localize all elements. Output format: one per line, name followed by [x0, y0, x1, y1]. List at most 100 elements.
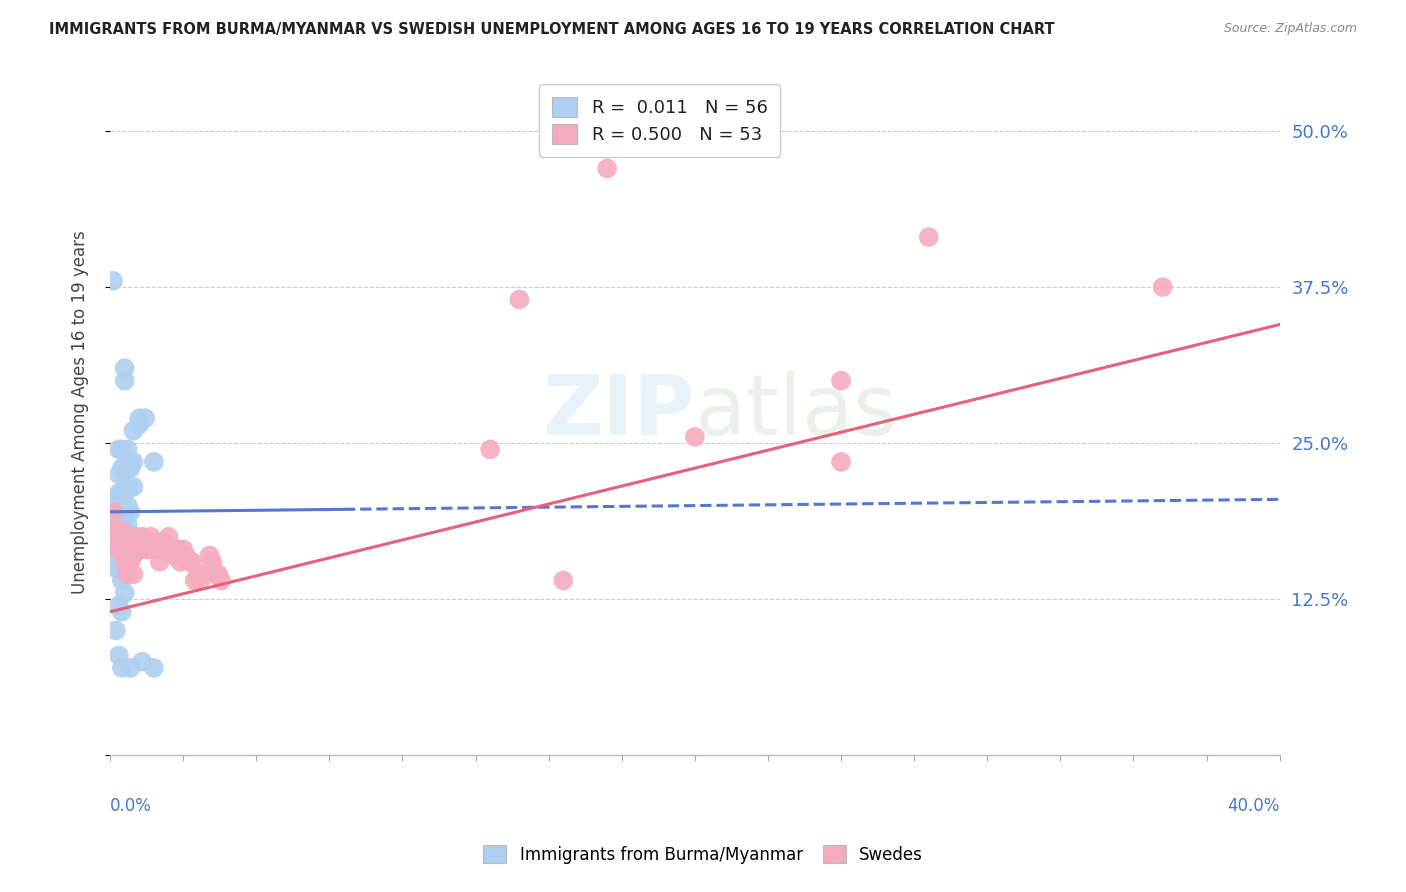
Point: [209, 574, 232, 588]
Point: [174, 549, 197, 563]
Point: [114, 542, 136, 557]
Point: [104, 624, 127, 638]
Point: [104, 524, 127, 538]
Point: [111, 486, 134, 500]
Point: [117, 517, 139, 532]
Point: [108, 599, 131, 613]
Point: [120, 461, 142, 475]
Point: [596, 161, 619, 176]
Point: [108, 530, 131, 544]
Point: [122, 480, 145, 494]
Point: [152, 542, 174, 557]
Point: [149, 555, 172, 569]
Point: [114, 486, 136, 500]
Point: [142, 661, 165, 675]
Point: [108, 536, 131, 550]
Text: ZIP: ZIP: [543, 371, 695, 452]
Point: [120, 505, 142, 519]
Point: [120, 455, 142, 469]
Point: [108, 486, 131, 500]
Legend: R =  0.011   N = 56, R = 0.500   N = 53: R = 0.011 N = 56, R = 0.500 N = 53: [540, 85, 780, 157]
Point: [136, 542, 159, 557]
Point: [139, 530, 162, 544]
Point: [117, 567, 139, 582]
Point: [134, 411, 156, 425]
Point: [201, 555, 224, 569]
Point: [169, 555, 191, 569]
Point: [117, 480, 139, 494]
Point: [163, 549, 186, 563]
Point: [117, 499, 139, 513]
Point: [553, 574, 575, 588]
Point: [108, 517, 131, 532]
Point: [104, 542, 127, 557]
Point: [108, 505, 131, 519]
Point: [108, 561, 131, 575]
Point: [111, 549, 134, 563]
Y-axis label: Unemployment Among Ages 16 to 19 years: Unemployment Among Ages 16 to 19 years: [72, 230, 89, 594]
Point: [111, 530, 134, 544]
Point: [122, 455, 145, 469]
Point: [111, 542, 134, 557]
Point: [155, 536, 177, 550]
Point: [114, 524, 136, 538]
Point: [108, 467, 131, 482]
Point: [120, 530, 142, 544]
Point: [114, 505, 136, 519]
Point: [131, 655, 153, 669]
Point: [108, 549, 131, 563]
Point: [830, 455, 852, 469]
Point: [111, 442, 134, 457]
Point: [117, 442, 139, 457]
Point: [114, 555, 136, 569]
Point: [190, 574, 212, 588]
Point: [114, 467, 136, 482]
Point: [172, 542, 194, 557]
Point: [479, 442, 502, 457]
Point: [108, 542, 131, 557]
Text: atlas: atlas: [695, 371, 897, 452]
Point: [830, 374, 852, 388]
Point: [120, 555, 142, 569]
Point: [114, 555, 136, 569]
Point: [125, 530, 148, 544]
Point: [142, 536, 165, 550]
Point: [207, 567, 229, 582]
Point: [117, 536, 139, 550]
Point: [122, 567, 145, 582]
Point: [204, 567, 226, 582]
Point: [108, 648, 131, 663]
Point: [117, 542, 139, 557]
Point: [120, 542, 142, 557]
Point: [111, 517, 134, 532]
Point: [177, 555, 200, 569]
Point: [683, 430, 706, 444]
Point: [111, 661, 134, 675]
Point: [918, 230, 941, 244]
Point: [111, 605, 134, 619]
Point: [114, 530, 136, 544]
Point: [128, 417, 150, 432]
Point: [166, 542, 188, 557]
Point: [104, 530, 127, 544]
Point: [101, 505, 124, 519]
Point: [195, 567, 218, 582]
Point: [198, 549, 221, 563]
Point: [104, 492, 127, 507]
Point: [114, 374, 136, 388]
Point: [104, 561, 127, 575]
Point: [101, 274, 124, 288]
Point: [122, 424, 145, 438]
Point: [122, 549, 145, 563]
Point: [193, 567, 215, 582]
Point: [111, 461, 134, 475]
Legend: Immigrants from Burma/Myanmar, Swedes: Immigrants from Burma/Myanmar, Swedes: [477, 838, 929, 871]
Point: [120, 661, 142, 675]
Point: [134, 542, 156, 557]
Point: [1152, 280, 1174, 294]
Point: [108, 442, 131, 457]
Point: [187, 567, 209, 582]
Point: [157, 530, 180, 544]
Point: [114, 586, 136, 600]
Point: [508, 293, 530, 307]
